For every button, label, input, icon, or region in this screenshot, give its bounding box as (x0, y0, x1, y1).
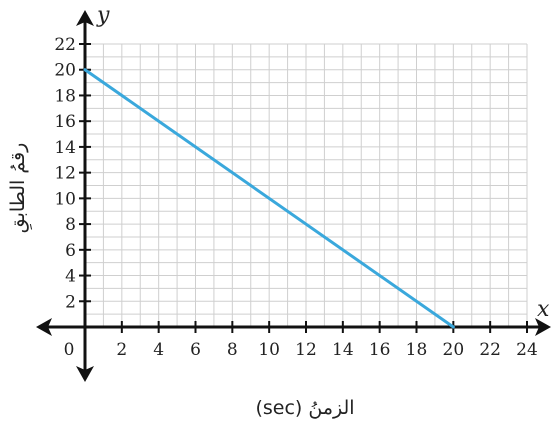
x-tick-label: 18 (406, 340, 428, 360)
x-tick-label: 0 (64, 340, 75, 360)
y-axis-arrow-up (76, 10, 94, 26)
x-tick-label: 24 (516, 340, 538, 360)
x-tick-label: 2 (116, 340, 127, 360)
y-tick-label: 20 (54, 61, 76, 81)
x-tick-label: 10 (258, 340, 280, 360)
series-line (83, 68, 455, 329)
x-tick-label: 6 (190, 340, 201, 360)
x-tick-label: 8 (227, 340, 238, 360)
x-tick-label: 4 (153, 340, 164, 360)
x-axis-arrow-left (36, 318, 52, 336)
y-tick-label: 10 (54, 189, 76, 209)
x-tick-label: 20 (443, 340, 465, 360)
y-tick-label: 22 (54, 35, 76, 55)
y-axis-letter: y (96, 3, 110, 28)
y-tick-label: 2 (65, 292, 76, 312)
y-axis-label: رقمُ الطابقِ (7, 143, 33, 234)
grid (84, 43, 528, 328)
axes (36, 10, 551, 382)
y-tick-label: 16 (54, 112, 76, 132)
y-tick-label: 8 (65, 215, 76, 235)
y-tick-label: 12 (54, 164, 76, 184)
y-axis-arrow-down (76, 366, 94, 382)
x-tick-label: 16 (369, 340, 391, 360)
y-tick-label: 6 (65, 241, 76, 261)
x-axis-letter: x (537, 297, 550, 322)
x-tick-label: 12 (295, 340, 317, 360)
y-tick-label: 14 (54, 138, 76, 158)
x-axis-arrow-right (535, 318, 551, 336)
y-tick-label: 18 (54, 86, 76, 106)
x-axis-label: الزمنُ (sec) (255, 397, 354, 419)
series-group (83, 68, 455, 329)
y-tick-label: 4 (65, 267, 76, 287)
x-tick-label: 22 (479, 340, 501, 360)
x-tick-label: 14 (332, 340, 354, 360)
